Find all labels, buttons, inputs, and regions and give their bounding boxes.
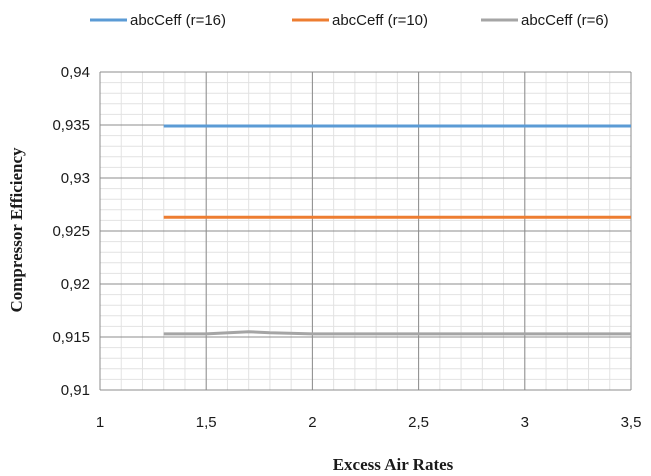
major-gridlines xyxy=(99,71,632,391)
y-tick-label: 0,92 xyxy=(61,276,90,293)
legend-label-3: abcCeff (r=6) xyxy=(521,12,609,29)
x-tick-labels: 1 1,5 2 2,5 3 3,5 xyxy=(96,414,642,431)
x-tick-label: 2,5 xyxy=(408,414,429,431)
y-axis-title: Compressor Efficiency xyxy=(7,147,26,313)
legend-label-1: abcCeff (r=16) xyxy=(130,12,226,29)
y-tick-label: 0,93 xyxy=(61,170,90,187)
series-line-3 xyxy=(163,330,631,336)
x-axis-title: Excess Air Rates xyxy=(333,455,454,474)
x-tick-label: 2 xyxy=(308,414,316,431)
y-tick-label: 0,925 xyxy=(52,223,90,240)
legend: abcCeff (r=16) abcCeff (r=10) abcCeff (r=6… xyxy=(90,12,609,29)
legend-label-2: abcCeff (r=10) xyxy=(332,12,428,29)
y-tick-label: 0,935 xyxy=(52,117,90,134)
x-tick-label: 3 xyxy=(521,414,529,431)
x-tick-label: 1,5 xyxy=(196,414,217,431)
y-tick-label: 0,915 xyxy=(52,329,90,346)
y-tick-labels: 0,91 0,915 0,92 0,925 0,93 0,935 0,94 xyxy=(52,64,90,399)
y-tick-label: 0,91 xyxy=(61,382,90,399)
x-tick-label: 1 xyxy=(96,414,104,431)
y-tick-label: 0,94 xyxy=(61,64,90,81)
x-tick-label: 3,5 xyxy=(621,414,642,431)
series-lines xyxy=(163,124,631,336)
